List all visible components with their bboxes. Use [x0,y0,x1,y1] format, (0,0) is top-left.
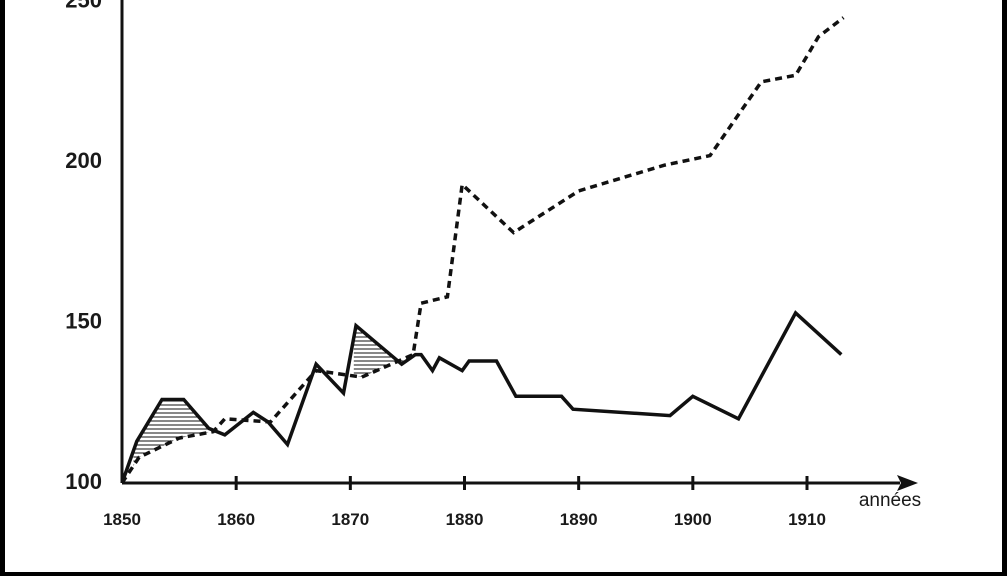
y-tick-label-150: 150 [65,308,102,333]
x-axis-label: années [859,490,921,511]
series-line-solid [122,313,841,483]
y-tick-label-100: 100 [65,469,102,494]
x-tick-label-1890: 1890 [560,510,598,529]
hatched-region-2 [354,326,413,377]
y-tick-label-250: 250 [65,0,102,12]
x-tick-label-1880: 1880 [446,510,484,529]
y-tick-label-200: 200 [65,148,102,173]
x-tick-label-1910: 1910 [788,510,826,529]
series-line-dashed [122,18,844,483]
x-tick-label-1860: 1860 [217,510,255,529]
x-axis-arrowhead [897,475,918,491]
hatched-regions [133,326,413,466]
x-tick-label-1850: 1850 [103,510,141,529]
x-tick-label-1900: 1900 [674,510,712,529]
y-tick-labels: 100 150 200 250 [65,0,102,494]
x-tick-label-1870: 1870 [331,510,369,529]
x-tick-labels: 1850 1860 1870 1880 1890 1900 1910 [103,510,826,529]
